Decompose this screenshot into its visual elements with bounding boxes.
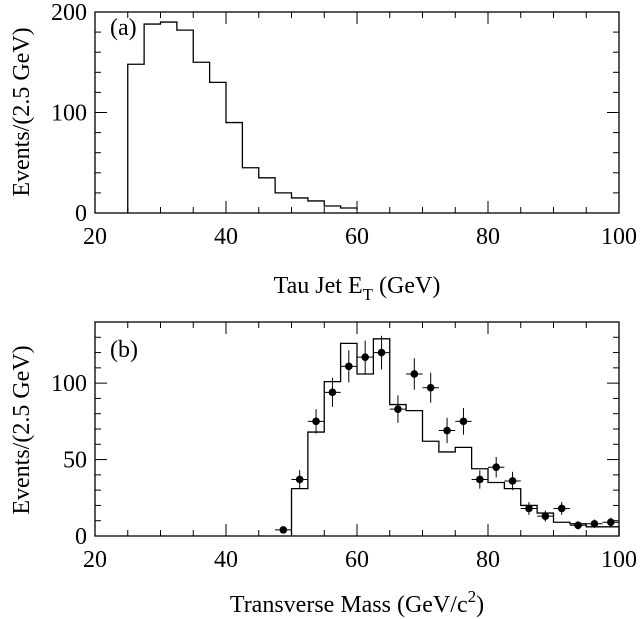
data-point-b [574,522,582,530]
x-tick-label-a: 60 [345,224,369,250]
series-a [128,22,357,213]
x-tick-label-b: 80 [476,547,500,573]
panel-label-a: (a) [110,15,137,41]
data-point-b [427,384,435,392]
x-tick-label-b: 60 [345,547,369,573]
data-point-b [345,363,353,371]
y-axis-title-a: Events/(2.5 GeV) [9,27,35,196]
data-point-b [443,427,451,435]
x-tick-label-a: 20 [83,224,107,250]
x-tick-label-a: 100 [601,224,637,250]
data-point-b [312,418,320,426]
data-point-b [476,476,484,484]
data-point-b [329,389,337,397]
y-tick-label-b: 100 [51,371,87,397]
y-tick-label-a: 100 [51,101,87,127]
data-point-b [492,463,500,471]
ticks-a [95,12,619,213]
y-tick-label-b: 50 [63,448,87,474]
data-point-b [558,505,566,513]
data-point-b [280,526,288,534]
x-tick-label-b: 40 [214,547,238,573]
data-point-b [509,477,517,485]
series-b [275,336,619,536]
x-axis-title-a: Tau Jet ET (GeV) [274,273,441,304]
data-point-b [607,518,615,526]
data-point-b [361,353,369,361]
data-point-b [525,505,533,513]
plot-frame-a [95,12,619,213]
x-axis-title-b: Transverse Mass (GeV/c2) [230,587,484,618]
x-tick-label-b: 100 [601,547,637,573]
x-tick-label-b: 20 [83,547,107,573]
tick-labels-b: 20 40 60 80 100 0 50 100 [51,371,637,573]
data-point-b [394,405,402,413]
x-tick-label-a: 40 [214,224,238,250]
data-point-b [296,476,304,484]
histogram-step-b [292,339,620,536]
y-tick-label-b: 0 [75,524,87,550]
panel-label-b: (b) [110,337,138,363]
data-point-b [591,520,599,528]
y-tick-label-a: 200 [51,0,87,26]
data-point-b [460,418,468,426]
x-tick-label-a: 80 [476,224,500,250]
panel-b: 20 40 60 80 100 0 50 100 (b) Transverse Mass (G… [9,322,637,618]
y-axis-title-b: Events/(2.5 GeV) [9,345,35,514]
histogram-step-a [128,22,357,213]
data-point-b [411,370,419,378]
data-point-b [542,512,550,520]
y-tick-label-a: 0 [75,201,87,227]
data-point-b [378,349,386,357]
